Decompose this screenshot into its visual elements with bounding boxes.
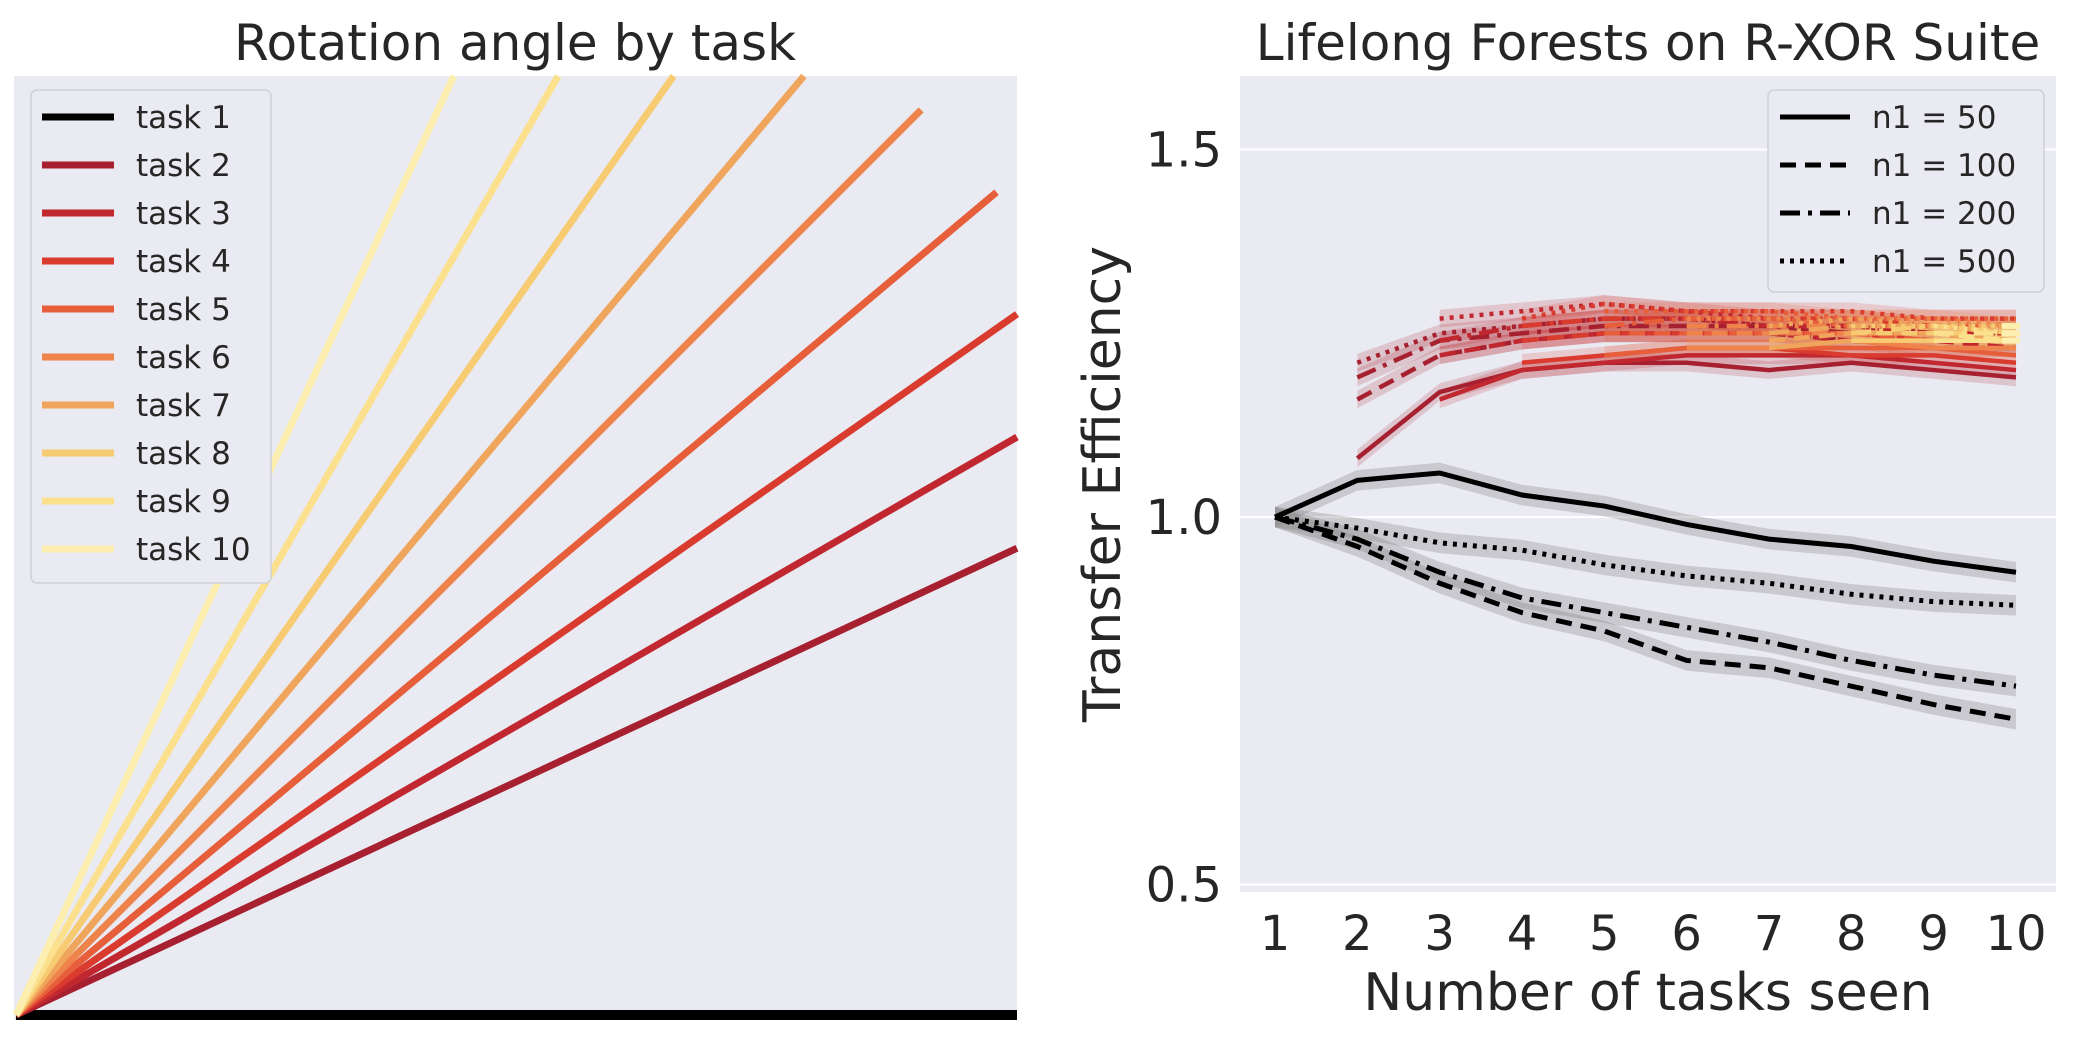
task-series bbox=[1355, 301, 2020, 461]
legend-label-dotted: n1 = 500 bbox=[1872, 244, 2016, 280]
rotation-line-2 bbox=[14, 545, 1019, 1019]
x-tick-label: 2 bbox=[1342, 906, 1373, 962]
x-tick-label: 9 bbox=[1918, 906, 1949, 962]
task-5-n500-band bbox=[1604, 302, 2016, 328]
legend-label-task-1: task 1 bbox=[136, 100, 231, 136]
x-axis-label: Number of tasks seen bbox=[1363, 963, 1932, 1023]
y-tick-label: 1.5 bbox=[1146, 123, 1222, 179]
series-band-4 bbox=[1275, 506, 2016, 616]
series-band-3 bbox=[1275, 506, 2016, 697]
right-legend-box bbox=[1767, 89, 2045, 293]
n1-series bbox=[1273, 470, 2017, 722]
task-4-n500-line bbox=[1521, 301, 2016, 321]
rotation-line-5 bbox=[13, 189, 999, 1018]
legend-label-task-8: task 8 bbox=[136, 436, 231, 472]
rotation-line-8 bbox=[13, 73, 677, 1018]
x-tick-label: 1 bbox=[1260, 906, 1291, 962]
x-tick-label: 7 bbox=[1754, 906, 1785, 962]
task-4-n500-band bbox=[1522, 295, 2016, 328]
x-tick-label: 5 bbox=[1589, 906, 1620, 962]
legend-label-solid: n1 = 50 bbox=[1872, 100, 1997, 136]
legend-label-task-6: task 6 bbox=[136, 340, 231, 376]
series-line-4 bbox=[1274, 514, 2017, 608]
rotation-line-6 bbox=[13, 107, 924, 1018]
series-band-2 bbox=[1275, 506, 2016, 730]
x-tick-label: 10 bbox=[1985, 906, 2046, 962]
series-line-2 bbox=[1274, 514, 2017, 722]
right-legend: n1 = 50 n1 = 100 n1 = 200 n1 = 500 bbox=[1767, 89, 2045, 293]
legend-label-task-5: task 5 bbox=[136, 292, 231, 328]
y-axis-label: Transfer Efficiency bbox=[1073, 246, 1133, 723]
left-legend: task 1 task 2 task 3 task 4 task 5 task 6 task… bbox=[30, 89, 272, 584]
x-tick-label: 6 bbox=[1671, 906, 1702, 962]
task-2-n100-band bbox=[1357, 324, 2016, 409]
y-tick-label: 0.5 bbox=[1146, 858, 1222, 914]
legend-label-dashed: n1 = 100 bbox=[1872, 148, 2016, 184]
x-tick-label: 3 bbox=[1424, 906, 1455, 962]
legend-label-task-7: task 7 bbox=[136, 388, 231, 424]
task-6-n500-band bbox=[1686, 309, 2016, 335]
task-3-n50-band bbox=[1439, 346, 2016, 409]
y-tick-labels: 0.5 1.0 1.5 bbox=[1146, 123, 1222, 914]
left-title: Rotation angle by task bbox=[234, 14, 796, 72]
x-tick-label: 8 bbox=[1836, 906, 1867, 962]
task-6-n200-band bbox=[1686, 317, 2016, 343]
task-9-n500-line bbox=[1933, 323, 2017, 336]
task-7-n100-line bbox=[1768, 331, 2017, 343]
legend-label-task-2: task 2 bbox=[136, 148, 231, 184]
y-tick-label: 1.0 bbox=[1146, 490, 1222, 546]
task-6-n50-band bbox=[1686, 331, 2016, 357]
task-3-n50-line bbox=[1438, 353, 2017, 402]
legend-label-dashdot: n1 = 200 bbox=[1872, 196, 2016, 232]
rotation-line-3 bbox=[14, 434, 1019, 1019]
series-line-3 bbox=[1274, 514, 2017, 689]
series-line-1 bbox=[1273, 470, 2017, 575]
right-panel: Lifelong Forests on R-XOR Suite 0.5 1.0 1.… bbox=[1073, 14, 2056, 1023]
rotation-line-4 bbox=[13, 311, 1020, 1018]
rotation-line-7 bbox=[13, 73, 807, 1018]
task-2-n50-line bbox=[1355, 360, 2017, 461]
legend-label-task-4: task 4 bbox=[136, 244, 231, 280]
legend-label-task-3: task 3 bbox=[136, 196, 231, 232]
task-6-n100-band bbox=[1686, 324, 2016, 350]
rotation-line-9 bbox=[12, 74, 562, 1017]
series-band-1 bbox=[1275, 462, 2016, 583]
right-title: Lifelong Forests on R-XOR Suite bbox=[1256, 14, 2040, 72]
legend-label-task-10: task 10 bbox=[136, 532, 251, 568]
task-7-n500-line bbox=[1768, 316, 2016, 329]
x-tick-labels: 1 2 3 4 5 6 7 8 9 10 bbox=[1260, 906, 2047, 962]
task-5-n100-line bbox=[1604, 331, 2016, 343]
legend-label-task-9: task 9 bbox=[136, 484, 231, 520]
x-tick-label: 4 bbox=[1507, 906, 1538, 962]
